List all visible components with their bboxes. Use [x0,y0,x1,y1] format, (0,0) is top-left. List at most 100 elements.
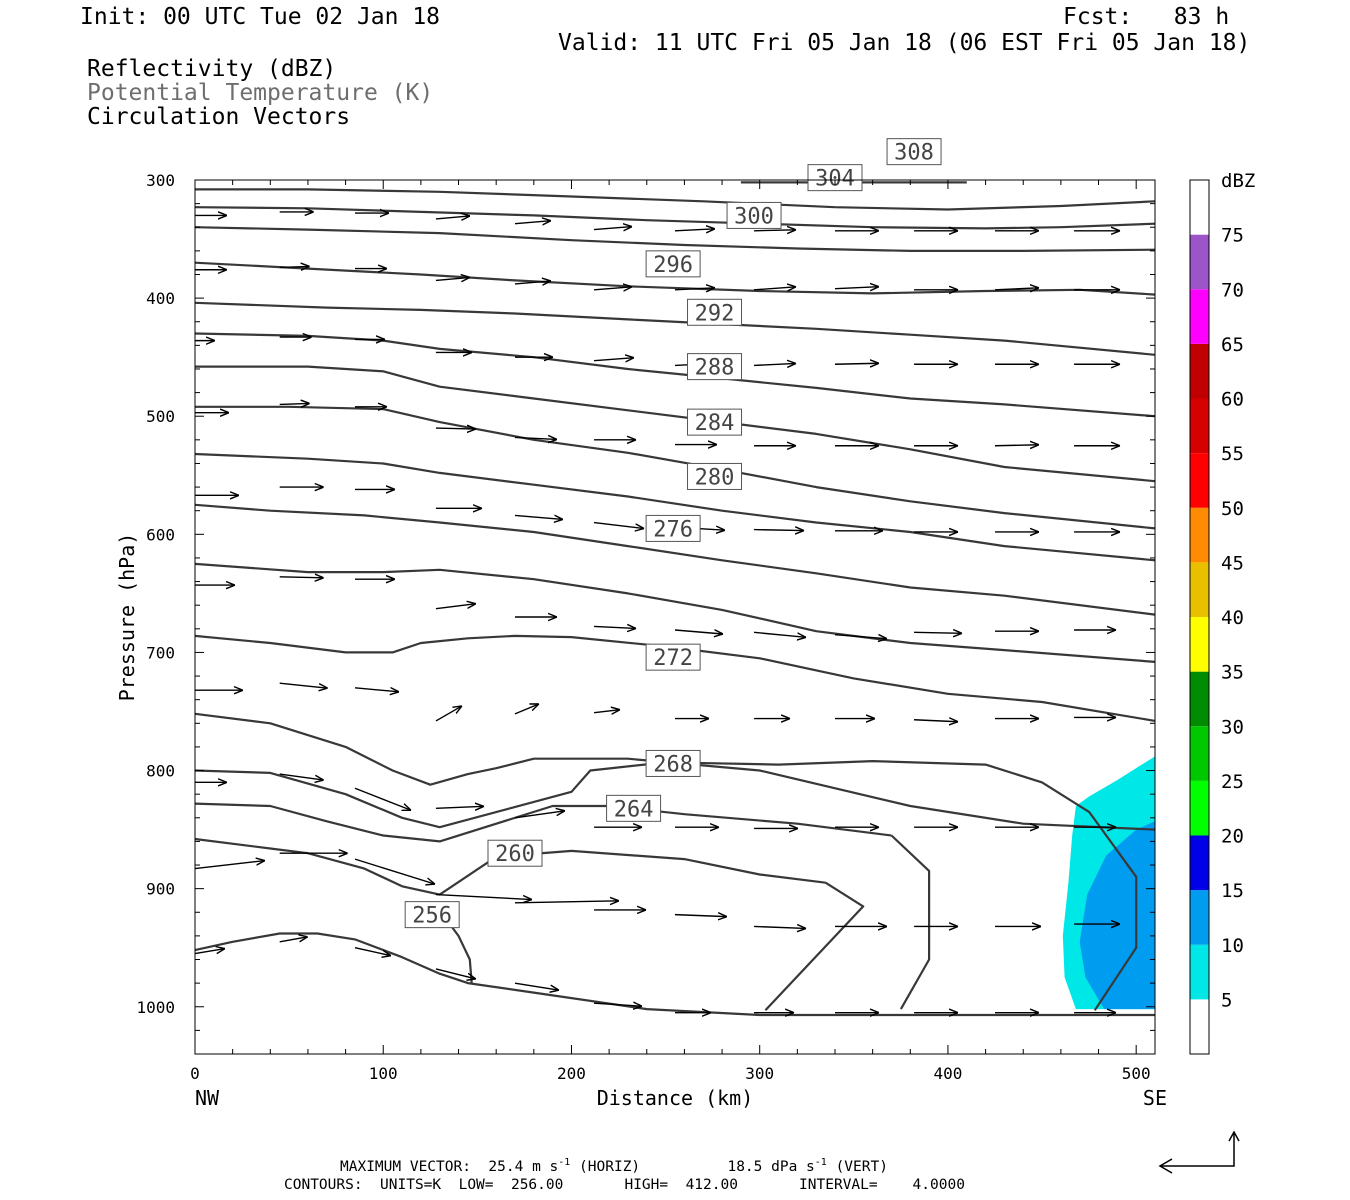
contour-label-264: 264 [614,797,654,822]
y-axis-label: Pressure (hPa) [115,533,139,702]
reflectivity-layer [1062,756,1155,1010]
reference-vector-icon [1158,1130,1240,1174]
y-tick-label: 400 [146,289,175,308]
colorbar-swatch [1190,343,1209,399]
contour-label-box [404,901,460,929]
field-reflectivity: Reflectivity (dBZ) [87,56,337,82]
circulation-vector [834,635,887,639]
contour-label-box [886,138,942,166]
circulation-vector [354,787,411,810]
y-tick-label: 500 [146,407,175,426]
colorbar-level-label: 65 [1221,334,1244,356]
plot-frame [194,179,1156,1055]
field-circulation-vectors: Circulation Vectors [87,104,351,130]
x-tick-label: 300 [745,1064,774,1083]
theta-contour-288 [194,452,1156,562]
circulation-vector [914,632,962,633]
forecast-hour: Fcst: 83 h [1063,4,1230,30]
circulation-vector [279,403,310,404]
theta-contour-280 [194,562,1156,663]
colorbar-level-label: 75 [1221,225,1244,247]
contour-label-box [807,164,863,192]
circulation-vector [754,530,804,531]
valid-time: Valid: 11 UTC Fri 05 Jan 18 (06 EST Fri … [558,30,1251,56]
contour-label-268: 268 [653,752,693,777]
field-potential-temperature: Potential Temperature (K) [87,80,434,106]
circulation-vector [435,428,476,429]
x-tick-label: 100 [369,1064,398,1083]
colorbar-level-label: 55 [1221,443,1244,465]
theta-contour [194,226,1156,252]
circulation-vector [594,227,632,230]
theta-contour-264 [890,834,931,1010]
colorbar-swatch [1190,726,1209,781]
circulation-vector [514,901,619,903]
circulation-vector [594,287,632,290]
y-tick-label: 900 [146,880,175,899]
colorbar-level-label: 30 [1221,716,1244,738]
theta-contour-292 [195,405,1156,530]
x-axis-label: Distance (km) [597,1086,754,1110]
circulation-vector [435,706,462,722]
circulation-vector [514,221,551,224]
circulation-vector [435,604,476,610]
max-vector-label: MAXIMUM VECTOR: [340,1158,471,1175]
circulation-vector [914,720,958,722]
contour-label-296: 296 [653,253,693,278]
x-end-label-se: SE [1143,1086,1167,1110]
contour-label-box [487,839,543,867]
colorbar-swatch [1190,507,1209,563]
contour-label-box [687,298,743,326]
axes: 300 400 500 600 700 800 900 1000 0 100 200 300 400 50… [115,171,1167,1110]
reflectivity-colorbar: 5 10 15 20 25 30 35 40 45 50 55 60 65 70 75 dBZ [1189,170,1255,1055]
init-time: Init: 00 UTC Tue 02 Jan 18 [80,4,441,30]
colorbar-level-label: 25 [1221,771,1244,793]
x-end-label-nw: NW [195,1086,220,1110]
circulation-vector [435,216,470,219]
theta-contour-276 [194,634,1156,722]
circulation-vector [514,811,565,819]
colorbar-swatch [1190,944,1209,1000]
circulation-vector [994,288,1039,290]
contour-label-300: 300 [734,204,774,229]
theta-contour [194,206,1156,230]
horiz-tag: (HORIZ) [579,1158,641,1175]
theta-contour-296 [195,365,1156,483]
colorbar-level-label: 70 [1221,279,1244,301]
colorbar-unit: dBZ [1221,170,1255,192]
circulation-vector [435,277,470,280]
vert-exponent: -1 [814,1157,827,1168]
theta-contour-260 [764,881,865,1012]
contour-label-box [645,514,701,542]
colorbar-level-label: 10 [1221,935,1244,957]
colorbar-level-label: 15 [1221,880,1244,902]
circulation-vector [514,704,539,715]
theta-contour-272 [194,712,1156,831]
circulation-vector [514,982,559,990]
theta-contour-layer [194,181,1156,1017]
vert-tag: (VERT) [835,1158,888,1175]
contour-label-284: 284 [695,411,735,436]
contour-label-box [687,462,743,490]
circulation-vector [514,515,563,519]
colorbar-swatch [1190,289,1209,344]
circulation-vector [435,968,476,979]
y-tick-label: 1000 [136,998,175,1017]
colorbar-swatch [1190,398,1209,454]
contour-label-280: 280 [695,465,735,490]
theta-contour [195,188,1156,211]
colorbar-level-label: 60 [1221,389,1244,411]
theta-contour-284 [194,503,1156,616]
contour-label-box [687,408,743,436]
circulation-vector [754,287,796,290]
circulation-vector [994,445,1039,446]
circulation-vector [594,358,634,361]
colorbar-level-label: 40 [1221,607,1244,629]
circulation-vector [593,521,644,529]
circulation-vector [435,893,532,900]
colorbar-swatch [1190,671,1209,727]
circulation-vector [354,858,435,884]
circulation-vector [674,229,715,231]
y-tick-label: 800 [146,762,175,781]
